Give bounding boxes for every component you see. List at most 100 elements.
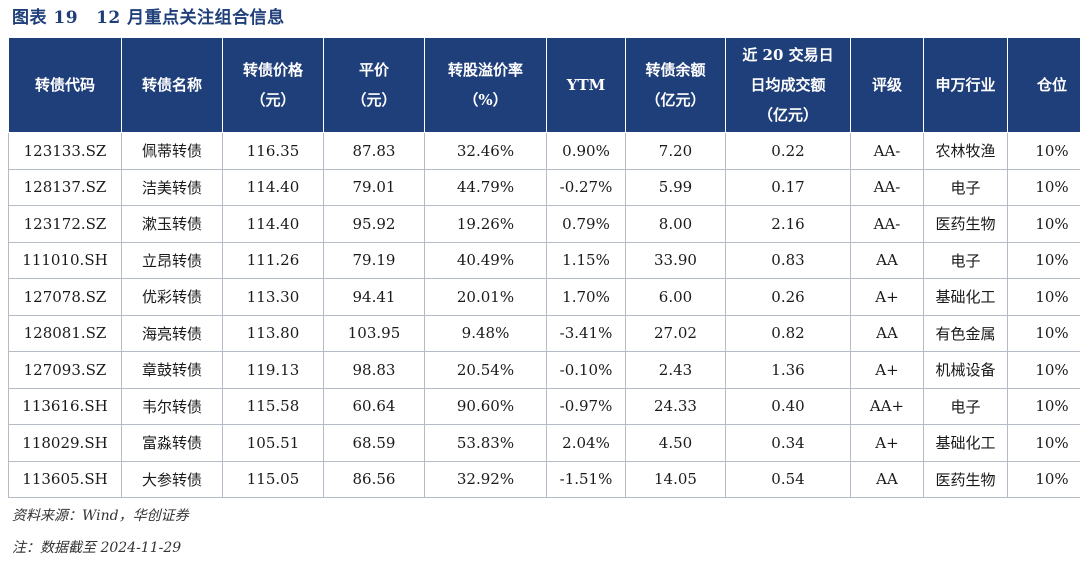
table-cell: 20.54%: [424, 351, 547, 389]
table-cell: -0.97%: [546, 387, 626, 425]
figure-label: 图表 19: [12, 8, 79, 28]
table-cell: 114.40: [222, 168, 324, 206]
table-cell: 44.79%: [424, 168, 547, 206]
table-cell: 10%: [1007, 278, 1080, 316]
table-cell: 114.40: [222, 205, 324, 243]
column-header-text: 转债代码: [34, 76, 95, 94]
table-cell: 14.05: [625, 460, 726, 498]
table-cell: 电子: [923, 168, 1008, 206]
column-header-text: 近 20 交易日: [742, 46, 834, 64]
table-cell: 10%: [1007, 351, 1080, 389]
table-cell: 5.99: [625, 168, 726, 206]
column-header-text: 转债名称: [141, 76, 202, 94]
table-cell: 10%: [1007, 460, 1080, 498]
table-cell: 0.82: [725, 314, 851, 352]
column-header-text: 转股溢价率: [447, 61, 523, 79]
table-cell: 90.60%: [424, 387, 547, 425]
table-cell: 115.58: [222, 387, 324, 425]
column-header: 仓位: [1007, 37, 1080, 133]
table-cell: AA: [850, 314, 924, 352]
table-cell: 103.95: [323, 314, 425, 352]
column-header: 近 20 交易日 日均成交额 （亿元）: [725, 37, 851, 133]
column-header-text: （亿元）: [757, 106, 818, 124]
table-cell: 113.30: [222, 278, 324, 316]
column-header-text: 申万行业: [935, 76, 996, 94]
table-row: 123172.SZ 漱玉转债 114.40 95.92 19.26% 0.79% 8.00 2…: [8, 205, 1080, 243]
column-header: 转债代码: [8, 37, 122, 133]
table-cell: 有色金属: [923, 314, 1008, 352]
table-cell: 立昂转债: [121, 241, 223, 279]
column-header-text: 转债价格: [242, 61, 303, 79]
table-cell: 大参转债: [121, 460, 223, 498]
table-cell: 98.83: [323, 351, 425, 389]
table-cell: 10%: [1007, 314, 1080, 352]
table-cell: 优彩转债: [121, 278, 223, 316]
table-cell: A+: [850, 424, 924, 462]
column-header-text: 转债余额: [645, 61, 706, 79]
table-cell: 86.56: [323, 460, 425, 498]
column-header-text: 评级: [871, 76, 902, 94]
table-cell: AA-: [850, 205, 924, 243]
table-cell: 118029.SH: [8, 424, 122, 462]
column-header: 平价 （元）: [323, 37, 425, 133]
table-row: 127093.SZ 章鼓转债 119.13 98.83 20.54% -0.10% 2.43…: [8, 351, 1080, 389]
table-cell: 20.01%: [424, 278, 547, 316]
table-cell: 111010.SH: [8, 241, 122, 279]
table-cell: 2.16: [725, 205, 851, 243]
table-cell: 40.49%: [424, 241, 547, 279]
table-cell: 19.26%: [424, 205, 547, 243]
table-cell: 113605.SH: [8, 460, 122, 498]
table-cell: 1.70%: [546, 278, 626, 316]
column-header: YTM: [546, 37, 626, 133]
table-cell: 9.48%: [424, 314, 547, 352]
table-cell: 10%: [1007, 387, 1080, 425]
table-cell: 医药生物: [923, 205, 1008, 243]
column-header: 评级: [850, 37, 924, 133]
column-header-text: （亿元）: [645, 91, 706, 109]
table-cell: AA+: [850, 387, 924, 425]
table-cell: 0.17: [725, 168, 851, 206]
column-header-text: 仓位: [1036, 76, 1067, 94]
table-cell: -3.41%: [546, 314, 626, 352]
table-cell: 7.20: [625, 132, 726, 170]
table-cell: 119.13: [222, 351, 324, 389]
table-cell: 0.34: [725, 424, 851, 462]
table-cell: 32.46%: [424, 132, 547, 170]
table-cell: 32.92%: [424, 460, 547, 498]
table-cell: 农林牧渔: [923, 132, 1008, 170]
column-header-text: 平价: [358, 61, 389, 79]
figure-title: 图表 19 12 月重点关注组合信息: [12, 3, 285, 28]
table-cell: 10%: [1007, 168, 1080, 206]
column-header-text: （元）: [250, 91, 296, 109]
table-cell: 佩蒂转债: [121, 132, 223, 170]
source-note: 资料来源：Wind，华创证券: [12, 508, 189, 524]
table-cell: 0.54: [725, 460, 851, 498]
table-cell: 6.00: [625, 278, 726, 316]
column-header-text: （%）: [463, 91, 508, 109]
table-cell: AA-: [850, 168, 924, 206]
table-cell: 10%: [1007, 132, 1080, 170]
table-cell: 87.83: [323, 132, 425, 170]
table-cell: -1.51%: [546, 460, 626, 498]
table-cell: 漱玉转债: [121, 205, 223, 243]
table-cell: 2.43: [625, 351, 726, 389]
column-header: 转债余额 （亿元）: [625, 37, 726, 133]
table-cell: 79.01: [323, 168, 425, 206]
table-cell: 0.26: [725, 278, 851, 316]
table-row: 128081.SZ 海亮转债 113.80 103.95 9.48% -3.41% 27.0…: [8, 314, 1080, 352]
table-cell: 1.15%: [546, 241, 626, 279]
table-cell: 115.05: [222, 460, 324, 498]
table-cell: -0.10%: [546, 351, 626, 389]
table-cell: 111.26: [222, 241, 324, 279]
table-cell: 海亮转债: [121, 314, 223, 352]
table-header-row: 转债代码 转债名称 转债价格 （元） 平价 （元） 转股溢价率 （%） YTM 转债余额 （亿元）近…: [8, 37, 1080, 133]
table-cell: 123172.SZ: [8, 205, 122, 243]
table-cell: 27.02: [625, 314, 726, 352]
table-cell: 电子: [923, 241, 1008, 279]
table-cell: 127093.SZ: [8, 351, 122, 389]
table-cell: 113616.SH: [8, 387, 122, 425]
portfolio-table: 转债代码 转债名称 转债价格 （元） 平价 （元） 转股溢价率 （%） YTM 转债余额 （亿元）近…: [8, 37, 1080, 498]
table-cell: 128137.SZ: [8, 168, 122, 206]
table-row: 128137.SZ 洁美转债 114.40 79.01 44.79% -0.27% 5.99…: [8, 168, 1080, 206]
table-cell: 基础化工: [923, 424, 1008, 462]
